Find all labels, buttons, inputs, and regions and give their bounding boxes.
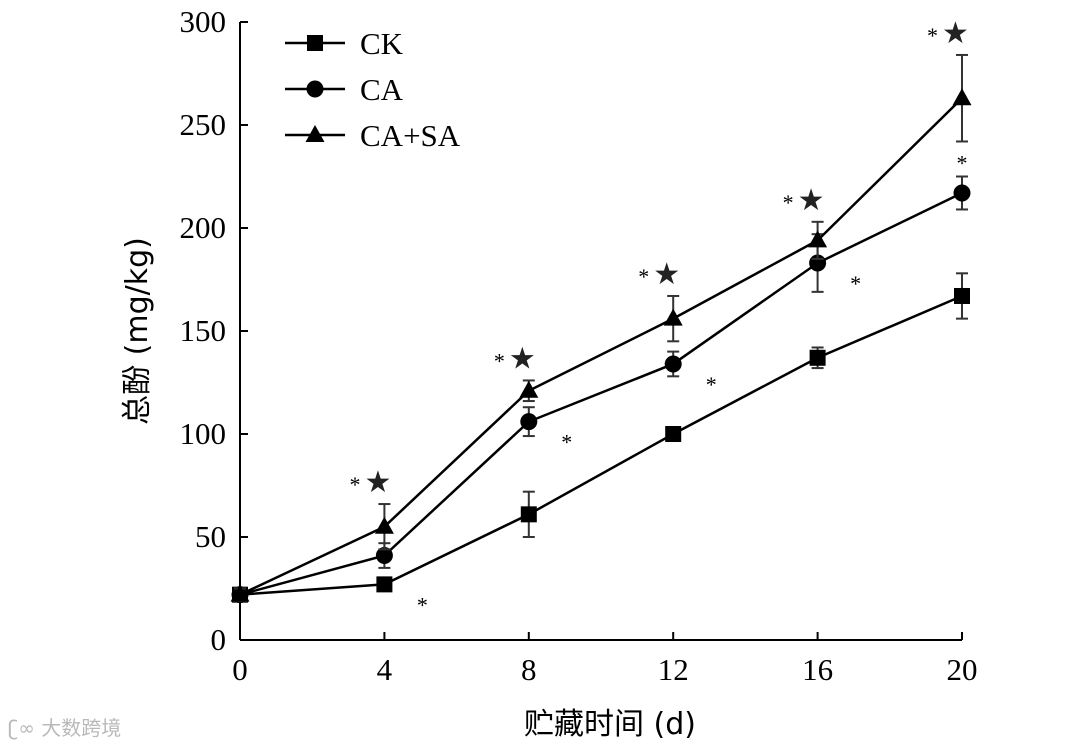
data-point-ca — [664, 355, 682, 373]
y-tick-label: 150 — [180, 313, 227, 348]
legend-label: CA+SA — [360, 118, 461, 153]
data-point-ca-sa — [519, 380, 539, 398]
data-point-ca-sa — [952, 88, 972, 106]
y-axis-title: 总酚 (mg/kg) — [120, 237, 155, 425]
x-tick-label: 20 — [947, 652, 978, 687]
significance-label: * — [417, 592, 428, 617]
significance-label: * ★ — [927, 16, 969, 51]
significance-annotations: * * * * * * ★ * ★ * ★ * ★ * ★ — [349, 16, 969, 617]
series-ca — [231, 175, 971, 604]
y-tick-label: 250 — [180, 107, 227, 142]
data-point-ck — [954, 287, 970, 304]
watermark-logo-icon: ʗ∞ — [8, 716, 35, 740]
watermark-text: 大数跨境 — [41, 716, 122, 740]
series-ck — [232, 272, 970, 603]
series-line-ca — [239, 191, 963, 596]
significance-label: * ★ — [349, 465, 391, 500]
legend-item-ck: CK — [285, 26, 404, 61]
significance-label: * — [706, 372, 717, 397]
y-tick-label: 50 — [195, 519, 226, 554]
axes — [239, 22, 962, 641]
significance-label: * ★ — [783, 183, 825, 218]
series-ca-sa — [230, 53, 972, 602]
x-tick-label: 12 — [658, 652, 689, 687]
watermark: ʗ∞ 大数跨境 — [8, 712, 121, 741]
legend-item-ca: CA — [285, 72, 404, 107]
data-point-ck — [665, 426, 682, 442]
data-point-ck — [809, 349, 826, 366]
series-line-ck — [239, 294, 963, 596]
significance-label: * ★ — [638, 257, 680, 292]
data-series — [230, 53, 972, 604]
significance-label: * — [561, 430, 572, 455]
legend-marker-ck — [307, 35, 323, 51]
y-tick-label: 0 — [211, 622, 227, 657]
ticks: 0 50 100 150 200 250 300 0 4 8 12 16 20 — [180, 4, 978, 687]
y-tick-label: 300 — [180, 4, 227, 39]
legend-label: CA — [360, 72, 404, 107]
y-tick-label: 200 — [180, 210, 227, 245]
data-point-ca-sa — [230, 584, 250, 602]
data-point-ca — [375, 547, 393, 565]
series-line-ca-sa — [239, 97, 963, 596]
x-tick-label: 0 — [232, 652, 248, 687]
data-point-ck — [520, 506, 537, 523]
data-point-ck — [376, 576, 393, 593]
y-tick-label: 100 — [180, 416, 227, 451]
legend-marker-ca — [306, 80, 324, 98]
significance-label: * — [957, 151, 968, 176]
x-tick-label: 16 — [802, 652, 833, 687]
x-tick-label: 4 — [377, 652, 393, 687]
legend: CK CA CA+SA — [285, 26, 461, 153]
legend-marker-ca-sa — [305, 125, 325, 142]
data-point-ca — [953, 184, 971, 202]
x-axis-title: 贮藏时间 (d) — [524, 707, 696, 742]
significance-label: * — [850, 271, 861, 296]
data-point-ca-sa — [374, 516, 394, 534]
x-tick-label: 8 — [521, 652, 537, 687]
data-point-ca-sa — [663, 308, 683, 326]
data-point-ca — [520, 413, 538, 431]
data-point-ca-sa — [808, 230, 828, 248]
legend-item-ca-sa: CA+SA — [285, 118, 461, 153]
significance-label: * ★ — [494, 341, 536, 376]
legend-label: CK — [360, 26, 404, 61]
